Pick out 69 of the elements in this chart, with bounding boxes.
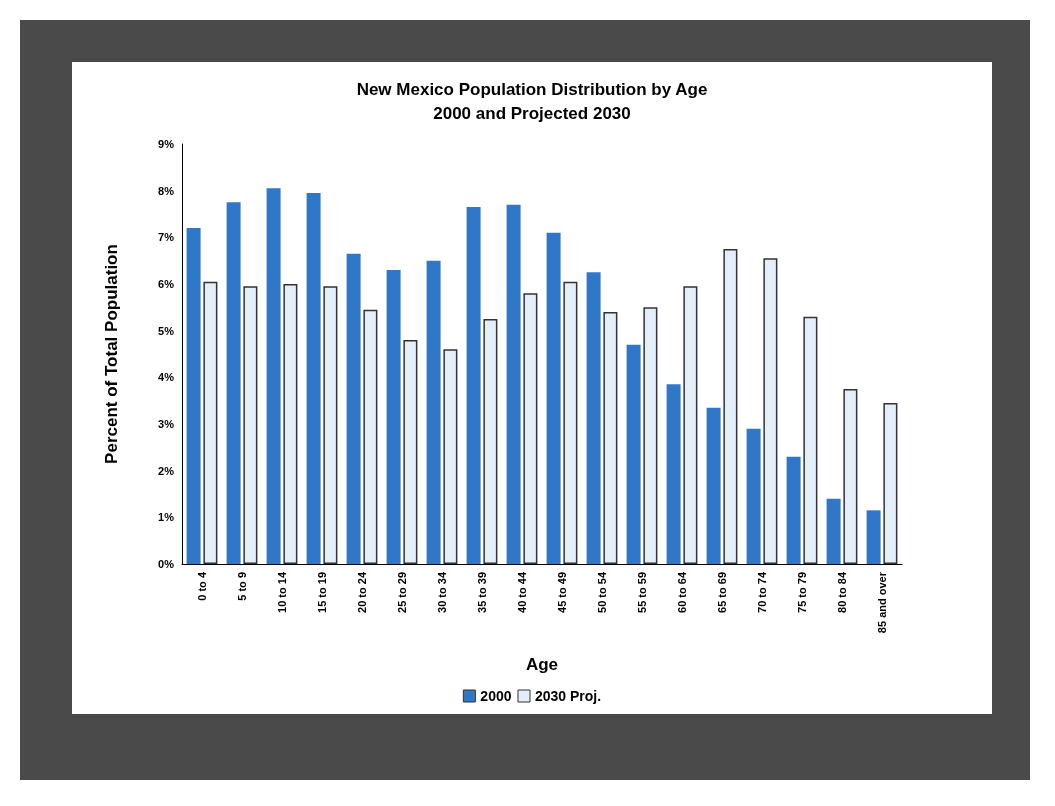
x-tick-label: 70 to 74 <box>756 571 768 613</box>
bar <box>306 193 321 564</box>
x-tick-label: 25 to 29 <box>396 572 408 613</box>
chart-title: New Mexico Population Distribution by Age 2000 and Projected 2030 <box>356 79 708 123</box>
x-tick-label: 50 to 54 <box>596 571 608 613</box>
bar <box>363 309 378 564</box>
bar <box>466 207 481 564</box>
bar <box>426 260 441 564</box>
bar <box>386 270 401 564</box>
bar <box>323 286 338 564</box>
y-tick-label: 6% <box>158 278 175 290</box>
bar <box>563 281 578 564</box>
bar <box>866 510 881 564</box>
y-tick-label: 3% <box>158 418 175 430</box>
bar <box>203 281 218 564</box>
x-tick-label: 75 to 79 <box>796 572 808 613</box>
x-tick-label: 55 to 59 <box>636 572 648 613</box>
x-tick-label: 85 and over <box>876 571 888 634</box>
x-tick-label: 45 to 49 <box>556 572 568 613</box>
y-tick-label: 9% <box>158 138 175 150</box>
x-tick-label: 20 to 24 <box>356 571 368 613</box>
y-axis-title: Percent of Total Population <box>102 244 121 464</box>
y-tick-label: 7% <box>158 231 175 244</box>
y-tick-label: 0% <box>158 558 175 570</box>
bar <box>506 204 521 564</box>
bar <box>803 316 818 564</box>
bar <box>786 456 801 564</box>
x-tick-label: 15 to 19 <box>316 572 328 613</box>
bar <box>546 232 561 564</box>
bar <box>346 253 361 564</box>
bar <box>283 284 298 564</box>
x-tick-label: 80 to 84 <box>836 571 848 613</box>
bar <box>763 258 778 564</box>
y-tick-label: 4% <box>158 371 175 384</box>
bar <box>483 319 498 564</box>
y-tick-label: 2% <box>158 464 175 477</box>
legend-label: 2000 <box>480 688 512 704</box>
bar <box>706 407 721 564</box>
bar <box>603 312 618 564</box>
bar <box>643 307 658 564</box>
bar <box>186 228 201 564</box>
bar <box>226 202 241 564</box>
x-tick-label: 10 to 14 <box>276 571 288 613</box>
x-tick-label: 65 to 69 <box>716 572 728 613</box>
legend-label: 2030 Proj. <box>535 688 602 704</box>
bar <box>746 428 761 564</box>
y-tick-label: 5% <box>158 324 175 337</box>
x-tick-label: 60 to 64 <box>676 571 688 613</box>
bar <box>723 249 738 564</box>
x-tick-label: 40 to 44 <box>516 571 528 613</box>
bar <box>586 272 601 564</box>
bar <box>243 286 258 564</box>
y-tick-label: 8% <box>158 184 175 197</box>
bar <box>403 340 418 564</box>
x-tick-label: 30 to 34 <box>436 571 448 613</box>
bar <box>883 403 898 564</box>
bar <box>666 384 681 564</box>
bar <box>443 349 458 564</box>
x-tick-label: 35 to 39 <box>476 572 488 613</box>
bar <box>266 188 281 564</box>
bar <box>826 498 841 564</box>
x-axis-title: Age <box>525 655 559 674</box>
bar <box>683 286 698 564</box>
x-tick-label: 5 to 9 <box>236 572 248 601</box>
bar <box>843 389 858 564</box>
x-tick-label: 0 to 4 <box>196 571 208 601</box>
bar <box>626 344 641 564</box>
y-tick-label: 1% <box>158 511 175 524</box>
bar <box>523 293 538 564</box>
